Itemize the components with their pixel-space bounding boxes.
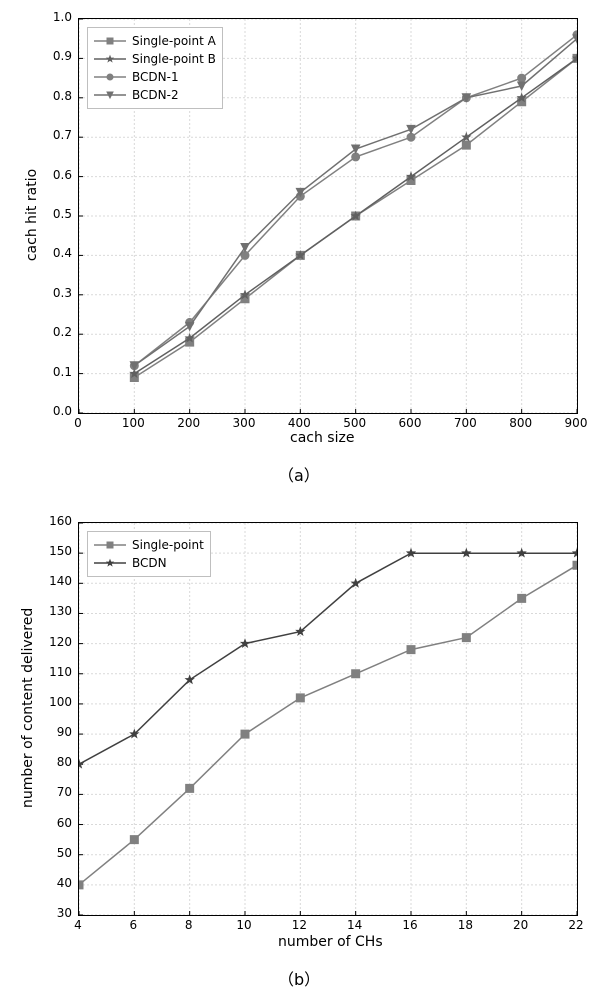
legend-item: Single-point xyxy=(94,536,204,554)
ytick-label: 50 xyxy=(40,846,72,860)
xtick-label: 10 xyxy=(232,918,256,932)
xtick-label: 0 xyxy=(66,416,90,430)
chart-b-svg xyxy=(79,523,577,915)
xtick-label: 100 xyxy=(121,416,145,430)
legend-item: BCDN xyxy=(94,554,204,572)
ytick-label: 160 xyxy=(40,514,72,528)
legend-label: Single-point B xyxy=(132,52,216,66)
chart-b-caption: （b） xyxy=(278,966,320,990)
xtick-label: 800 xyxy=(509,416,533,430)
ytick-label: 140 xyxy=(40,574,72,588)
legend-label: Single-point xyxy=(132,538,204,552)
ytick-label: 80 xyxy=(40,755,72,769)
chart-a-caption: （a） xyxy=(278,462,320,486)
xtick-label: 22 xyxy=(564,918,588,932)
xtick-label: 400 xyxy=(287,416,311,430)
ytick-label: 0.7 xyxy=(40,128,72,142)
xtick-label: 18 xyxy=(453,918,477,932)
xtick-label: 700 xyxy=(453,416,477,430)
chart-a: Single-point A Single-point B BCDN-1 BCDN-2… xyxy=(0,0,599,500)
ytick-label: 70 xyxy=(40,785,72,799)
xtick-label: 300 xyxy=(232,416,256,430)
xtick-label: 12 xyxy=(287,918,311,932)
legend-label: BCDN-1 xyxy=(132,70,179,84)
xtick-label: 6 xyxy=(121,918,145,932)
ytick-label: 0.1 xyxy=(40,365,72,379)
ytick-label: 120 xyxy=(40,635,72,649)
xtick-label: 8 xyxy=(177,918,201,932)
xtick-label: 600 xyxy=(398,416,422,430)
xtick-label: 4 xyxy=(66,918,90,932)
chart-b: Single-pointBCDN 30405060708090100110120… xyxy=(0,510,599,1000)
xtick-label: 16 xyxy=(398,918,422,932)
chart-a-ylabel: cach hit ratio xyxy=(24,165,40,265)
ytick-label: 110 xyxy=(40,665,72,679)
chart-b-ylabel: number of content delivered xyxy=(20,628,36,808)
ytick-label: 0.9 xyxy=(40,49,72,63)
legend-item: Single-point B xyxy=(94,50,216,68)
ytick-label: 0.2 xyxy=(40,325,72,339)
page: Single-point A Single-point B BCDN-1 BCDN-2… xyxy=(0,0,599,1000)
chart-a-xlabel: cach size xyxy=(290,430,354,446)
ytick-label: 0.8 xyxy=(40,89,72,103)
xtick-label: 200 xyxy=(177,416,201,430)
ytick-label: 0.5 xyxy=(40,207,72,221)
xtick-label: 500 xyxy=(343,416,367,430)
ytick-label: 0.3 xyxy=(40,286,72,300)
ytick-label: 90 xyxy=(40,725,72,739)
legend-item: BCDN-1 xyxy=(94,68,216,86)
ytick-label: 40 xyxy=(40,876,72,890)
xtick-label: 20 xyxy=(509,918,533,932)
ytick-label: 60 xyxy=(40,816,72,830)
legend-label: BCDN-2 xyxy=(132,88,179,102)
ytick-label: 0.4 xyxy=(40,246,72,260)
chart-a-plot-area: Single-point A Single-point B BCDN-1 BCDN-2 xyxy=(78,18,578,414)
ytick-label: 1.0 xyxy=(40,10,72,24)
ytick-label: 100 xyxy=(40,695,72,709)
xtick-label: 900 xyxy=(564,416,588,430)
chart-b-plot-area: Single-point BCDN xyxy=(78,522,578,916)
xtick-label: 14 xyxy=(343,918,367,932)
chart-b-legend: Single-point BCDN xyxy=(87,531,211,577)
legend-item: BCDN-2 xyxy=(94,86,216,104)
chart-b-xlabel: number of CHs xyxy=(278,934,383,950)
chart-a-legend: Single-point A Single-point B BCDN-1 BCDN-2 xyxy=(87,27,223,109)
legend-item: Single-point A xyxy=(94,32,216,50)
legend-label: BCDN xyxy=(132,556,167,570)
ytick-label: 150 xyxy=(40,544,72,558)
legend-label: Single-point A xyxy=(132,34,216,48)
ytick-label: 0.6 xyxy=(40,168,72,182)
ytick-label: 130 xyxy=(40,604,72,618)
